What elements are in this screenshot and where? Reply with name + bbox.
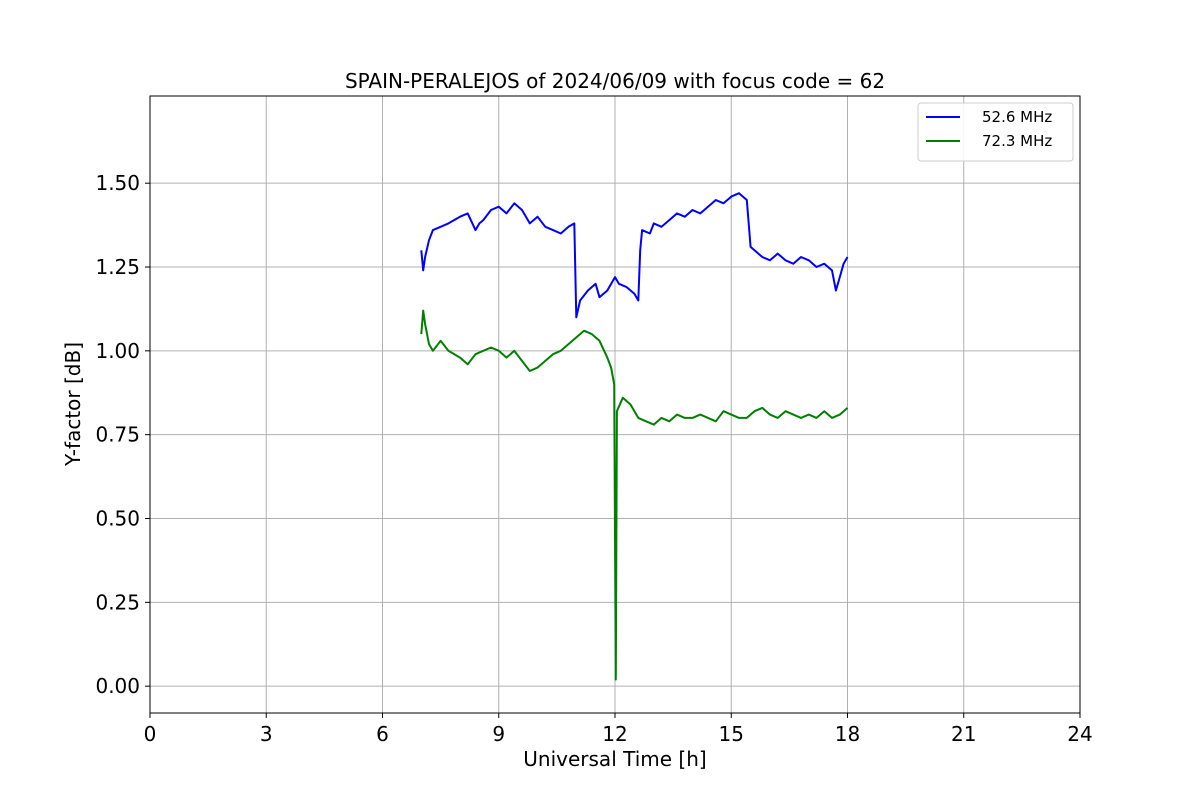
y-tick-label: 0.50: [95, 507, 140, 531]
x-tick-label: 18: [835, 722, 860, 746]
y-tick-label: 0.75: [95, 423, 140, 447]
y-tick-label: 1.25: [95, 255, 140, 279]
x-tick-label: 12: [602, 722, 627, 746]
legend-label: 72.3 MHz: [982, 132, 1052, 150]
series-line-1: [420, 192, 849, 319]
series-group: [420, 192, 849, 681]
y-tick-label: 0.00: [95, 674, 140, 698]
y-axis-label: Y-factor [dB]: [61, 342, 85, 467]
x-axis-label: Universal Time [h]: [523, 747, 706, 771]
legend: 52.6 MHz 72.3 MHz: [917, 102, 1074, 162]
x-tick-label: 21: [951, 722, 976, 746]
x-tick-label: 3: [260, 722, 273, 746]
y-tick-label: 1.50: [95, 171, 140, 195]
x-tick-label: 6: [376, 722, 389, 746]
chart-title: SPAIN-PERALEJOS of 2024/06/09 with focus…: [345, 69, 885, 93]
x-tick-label: 24: [1067, 722, 1092, 746]
y-tick-label: 1.00: [95, 339, 140, 363]
legend-label: 52.6 MHz: [982, 108, 1052, 126]
y-tick-label: 0.25: [95, 590, 140, 614]
series-line-2: [420, 309, 849, 681]
x-tick-label: 9: [492, 722, 505, 746]
ticks: 0 3 6 9 12 15 18 21 24 0.00 0.25 0.50 0.75 1.00 1.25 1.…: [95, 171, 1092, 746]
x-tick-label: 15: [719, 722, 744, 746]
x-tick-label: 0: [144, 722, 157, 746]
